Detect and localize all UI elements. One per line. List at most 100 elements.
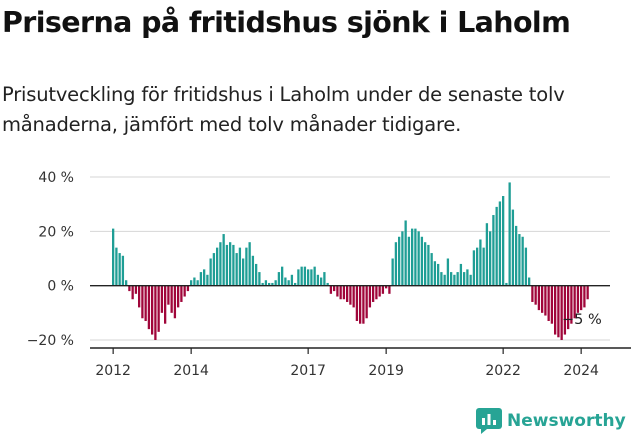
bar [125, 280, 128, 286]
bar [576, 285, 580, 313]
bar [515, 225, 518, 286]
bar [209, 258, 212, 286]
bar [385, 285, 388, 289]
bar [456, 272, 459, 286]
bar [294, 282, 297, 286]
bar [528, 277, 531, 286]
bar [446, 258, 450, 286]
bar [144, 285, 147, 321]
bar [268, 282, 271, 286]
bar [300, 266, 303, 286]
bar [563, 285, 567, 335]
x-tick-label: 2019 [368, 363, 404, 379]
y-tick-label: 20 % [38, 224, 74, 240]
bar [554, 285, 557, 335]
bar [375, 285, 378, 300]
bar [437, 263, 440, 286]
bar [359, 285, 362, 324]
bar [466, 269, 469, 286]
bar [118, 253, 121, 286]
bar [492, 215, 495, 286]
bar-chart: −20 % 0 % 20 % 40 % 2012 2014 2017 2019 2022 2024… [27, 170, 631, 379]
bar [206, 274, 209, 286]
bar [310, 269, 313, 286]
bar [320, 277, 323, 286]
bar [316, 274, 320, 286]
bar [307, 269, 310, 286]
bar [352, 285, 355, 308]
bar [365, 285, 368, 319]
bar [177, 285, 180, 308]
bar [388, 285, 391, 294]
bar [339, 285, 342, 300]
bar [323, 272, 326, 286]
bar [329, 285, 333, 294]
bar [134, 285, 138, 294]
bar [164, 285, 167, 324]
bar [573, 285, 576, 319]
bar [245, 247, 248, 286]
bar [138, 285, 141, 308]
bar [404, 220, 407, 286]
bar [284, 277, 287, 286]
gridlines [90, 176, 610, 341]
bar [183, 285, 186, 297]
bar [372, 285, 375, 302]
bar [450, 272, 453, 286]
bar [430, 253, 433, 286]
bar [469, 274, 472, 286]
bar [235, 253, 238, 286]
bar [586, 285, 589, 300]
x-tick-label: 2014 [173, 363, 209, 379]
bar [414, 228, 417, 286]
bar [232, 244, 235, 286]
bar [407, 236, 411, 286]
bar [463, 272, 466, 286]
bar [258, 272, 261, 286]
bar [167, 285, 170, 305]
bar [277, 272, 281, 286]
bar [216, 247, 219, 286]
bar [362, 285, 365, 324]
bar [170, 285, 173, 313]
bar [427, 244, 430, 286]
bar [550, 285, 554, 324]
bar [115, 247, 118, 286]
bar [424, 242, 427, 286]
bar [394, 242, 398, 286]
bar [531, 285, 534, 302]
bar [264, 280, 268, 286]
bar [398, 236, 401, 286]
bar [242, 258, 245, 286]
bar [147, 285, 151, 330]
bar [580, 285, 583, 311]
bar [290, 274, 294, 286]
bar [251, 255, 255, 286]
x-tick-label: 2012 [95, 363, 131, 379]
x-tick-label: 2024 [563, 363, 599, 379]
bar [495, 206, 498, 286]
bar [502, 196, 505, 286]
bar [271, 282, 274, 286]
bar [333, 285, 336, 292]
bar [560, 285, 563, 340]
bar [346, 285, 349, 302]
bar [196, 280, 199, 286]
bar [411, 228, 414, 286]
bar [121, 255, 125, 286]
bar [570, 285, 573, 324]
bar [476, 247, 479, 286]
chart-title: Priserna på fritidshus sjönk i Laholm [2, 6, 571, 39]
bar [151, 285, 154, 335]
bar [557, 285, 560, 338]
bar [326, 282, 329, 286]
brand-name: Newsworthy [507, 411, 626, 431]
bar [355, 285, 359, 321]
x-tick-label: 2017 [290, 363, 326, 379]
bar [537, 285, 541, 311]
bar [160, 285, 164, 313]
bar [281, 266, 284, 286]
bar [336, 285, 339, 297]
bar [186, 285, 190, 292]
bar [222, 234, 225, 286]
